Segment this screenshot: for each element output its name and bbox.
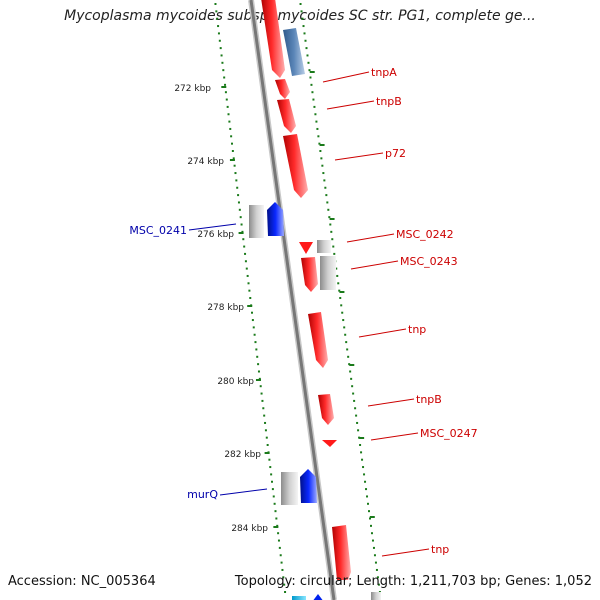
- map-title: Mycoplasma mycoides subsp. mycoides SC s…: [64, 8, 536, 24]
- gene-feature: [322, 440, 337, 447]
- tick-layer: [214, 3, 381, 593]
- gene-feature: [371, 592, 381, 600]
- accession-text: Accession: NC_005364: [8, 574, 156, 589]
- gene-label-p72[interactable]: p72: [385, 147, 406, 160]
- gene-feature: [300, 469, 317, 503]
- gene-feature: [318, 394, 334, 425]
- callout-line: [188, 223, 237, 231]
- gene-feature: [301, 257, 318, 292]
- gene-feature: [320, 256, 336, 290]
- gene-label-murQ[interactable]: murQ: [187, 488, 218, 501]
- gene-feature: [261, 0, 285, 78]
- callout-line: [367, 398, 415, 407]
- backbone: [249, 0, 336, 600]
- gene-feature: [332, 525, 351, 580]
- gene-label-tnp[interactable]: tnp: [408, 323, 426, 336]
- scale-tick-label: 282 kbp: [224, 450, 261, 460]
- callout-line: [381, 548, 430, 557]
- gene-feature: [317, 240, 331, 253]
- left-label-group: MSC_0241 murQ: [129, 223, 268, 501]
- gene-label-tnpB-2[interactable]: tnpB: [416, 393, 442, 406]
- callout-line: [322, 71, 370, 83]
- gene-label-tnpB[interactable]: tnpB: [376, 95, 402, 108]
- scale-labels: 272 kbp 274 kbp 276 kbp 278 kbp 280 kbp …: [174, 84, 268, 534]
- gene-label-msc-0242[interactable]: MSC_0242: [396, 228, 454, 241]
- gene-feature: [283, 28, 305, 76]
- scale-tick-label: 274 kbp: [187, 157, 224, 167]
- gene-feature: [275, 79, 290, 99]
- callout-line: [346, 233, 395, 243]
- gene-label-tnpA[interactable]: tnpA: [371, 66, 397, 79]
- scale-tick-label: 272 kbp: [174, 84, 211, 94]
- callout-line: [370, 432, 419, 441]
- scale-tick-label: 284 kbp: [231, 524, 268, 534]
- scale-tick-label: 280 kbp: [217, 377, 254, 387]
- gene-feature: [277, 99, 296, 133]
- gene-feature: [299, 242, 313, 254]
- callout-line: [358, 328, 407, 338]
- gene-feature: [249, 205, 264, 238]
- scale-tick-label: 276 kbp: [197, 230, 234, 240]
- callout-line: [326, 100, 375, 110]
- gene-feature: [308, 312, 328, 368]
- gene-feature: [313, 594, 323, 600]
- gene-feature: [292, 596, 306, 600]
- callout-line: [334, 152, 384, 161]
- gene-label-msc-0241[interactable]: MSC_0241: [129, 224, 187, 237]
- right-label-group: tnpA tnpB p72 MSC_0242 MSC_0243 tnp tnpB…: [322, 66, 478, 557]
- gene-feature: [281, 472, 298, 505]
- gene-label-msc-0243[interactable]: MSC_0243: [400, 255, 458, 268]
- gene-label-tnp-2[interactable]: tnp: [431, 543, 449, 556]
- genome-summary: Topology: circular; Length: 1,211,703 bp…: [234, 574, 592, 589]
- gene-label-msc-0247[interactable]: MSC_0247: [420, 427, 478, 440]
- scale-tick-label: 278 kbp: [207, 303, 244, 313]
- callout-line: [350, 260, 399, 270]
- gene-feature: [267, 202, 284, 236]
- gene-feature: [283, 134, 308, 198]
- callout-line: [219, 488, 268, 496]
